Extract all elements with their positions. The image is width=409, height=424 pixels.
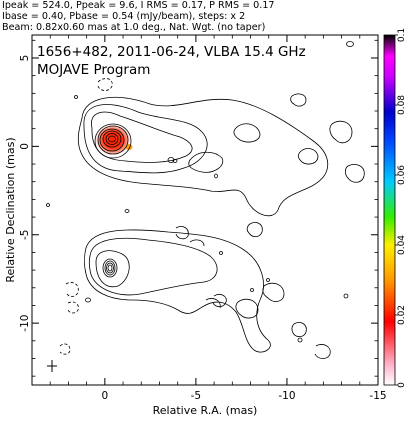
header-line-2: Ibase = 0.40, Pbase = 0.54 (mJy/beam), s… xyxy=(2,11,246,22)
colorbar-tick-label: 0.06 xyxy=(397,165,407,185)
x-tick-label: -5 xyxy=(191,390,201,402)
header-line-3: Beam: 0.82x0.60 mas at 1.0 deg., Nat. Wg… xyxy=(2,22,266,33)
beam-marker xyxy=(47,360,57,372)
x-tick-label: -15 xyxy=(369,390,386,402)
chart-title: 1656+482, 2011-06-24, VLBA 15.4 GHz xyxy=(37,44,306,60)
colorbar-tick-label: 0.1 xyxy=(397,28,407,42)
y-tick-label: -10 xyxy=(19,315,31,332)
colorbar-ticks: 0 0.02 0.04 0.06 0.08 0.1 xyxy=(395,28,407,388)
colorbar-tick-label: 0.08 xyxy=(397,95,407,115)
colorbar xyxy=(383,34,396,386)
x-axis-ticks: 0 -5 -10 -15 xyxy=(31,35,387,402)
y-tick-label: 5 xyxy=(19,55,31,62)
plot-frame xyxy=(31,34,379,386)
core-emission xyxy=(96,125,130,155)
y-axis-ticks: 5 0 -5 -10 xyxy=(19,39,378,377)
header-line-1: Ipeak = 524.0, Ppeak = 9.6, I RMS = 0.17… xyxy=(2,0,275,11)
y-axis-label: Relative Declination (mas) xyxy=(4,137,17,282)
x-axis-label: Relative R.A. (mas) xyxy=(153,404,258,417)
colorbar-tick-label: 0 xyxy=(397,382,407,388)
colorbar-tick-label: 0.02 xyxy=(397,305,407,325)
y-tick-label: 0 xyxy=(19,143,31,150)
colorbar-tick-label: 0.04 xyxy=(397,235,407,255)
x-tick-label: 0 xyxy=(101,390,108,402)
x-tick-label: -10 xyxy=(278,390,295,402)
contour-map xyxy=(46,41,365,359)
chart-subtitle: MOJAVE Program xyxy=(37,62,150,78)
y-tick-label: -5 xyxy=(19,230,31,240)
